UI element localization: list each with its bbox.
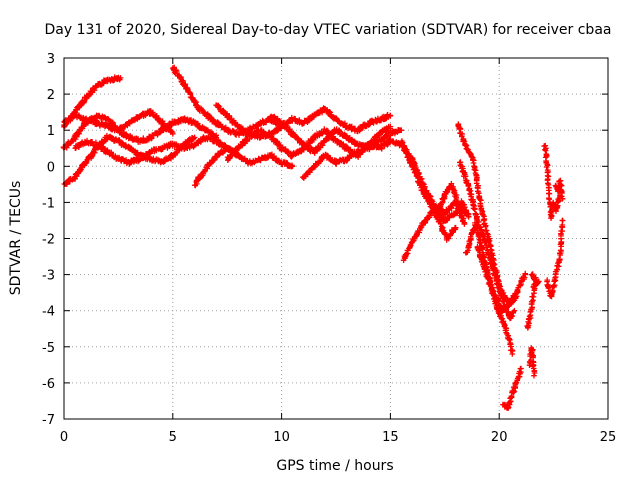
plus-marks xyxy=(544,217,566,300)
chart-title: Day 131 of 2020, Sidereal Day-to-day VTE… xyxy=(45,22,612,38)
y-tick-label: 3 xyxy=(47,52,55,67)
y-tick-label: -2 xyxy=(42,233,55,248)
series-track-c xyxy=(60,112,220,151)
x-tick-label: 20 xyxy=(491,430,508,445)
y-tick-label: 0 xyxy=(47,160,55,175)
series-track-e xyxy=(72,134,241,167)
plus-marks xyxy=(474,244,520,314)
x-tick-label: 15 xyxy=(382,430,399,445)
series-track-t xyxy=(524,271,542,331)
x-tick-label: 5 xyxy=(169,430,177,445)
series-track-s xyxy=(500,365,524,411)
plus-marks xyxy=(72,134,241,167)
series-track-k xyxy=(300,137,470,218)
plus-marks xyxy=(526,345,538,379)
y-tick-label: -5 xyxy=(42,341,55,356)
plus-marks xyxy=(541,142,563,221)
y-tick-label: -7 xyxy=(42,413,55,428)
plus-marks xyxy=(435,180,468,227)
x-tick-label: 10 xyxy=(273,430,290,445)
data-points xyxy=(60,64,566,411)
plus-marks xyxy=(552,177,566,202)
plus-marks xyxy=(500,365,524,411)
plot-frame xyxy=(63,57,609,420)
y-tick-label: -6 xyxy=(42,377,55,392)
series-track-u xyxy=(526,345,538,379)
y-axis-ticks: 3 2 1 0 -1 -2 -3 -4 -5 -6 -7 xyxy=(42,52,608,428)
series-track-v xyxy=(541,142,563,221)
series-track-r xyxy=(474,244,520,314)
plus-marks xyxy=(400,206,459,263)
plus-marks xyxy=(300,137,470,218)
x-tick-label: 25 xyxy=(600,430,617,445)
plus-marks xyxy=(457,159,518,322)
y-tick-label: -4 xyxy=(42,305,55,320)
y-tick-label: -1 xyxy=(42,196,55,211)
series-track-n xyxy=(435,180,468,227)
plus-marks xyxy=(524,271,542,331)
series-track-f xyxy=(170,64,285,138)
series-track-x xyxy=(552,177,566,202)
y-tick-label: 1 xyxy=(47,124,55,139)
y-tick-label: -3 xyxy=(42,269,55,284)
series-track-m xyxy=(400,206,459,263)
y-tick-label: 2 xyxy=(47,88,55,103)
series-track-w xyxy=(544,217,566,300)
series-track-p xyxy=(457,159,518,322)
plus-marks xyxy=(60,112,220,151)
x-tick-label: 0 xyxy=(60,430,68,445)
y-axis-label: SDTVAR / TECUs xyxy=(8,181,24,296)
plus-marks xyxy=(170,64,285,138)
x-axis-label: GPS time / hours xyxy=(276,458,393,474)
